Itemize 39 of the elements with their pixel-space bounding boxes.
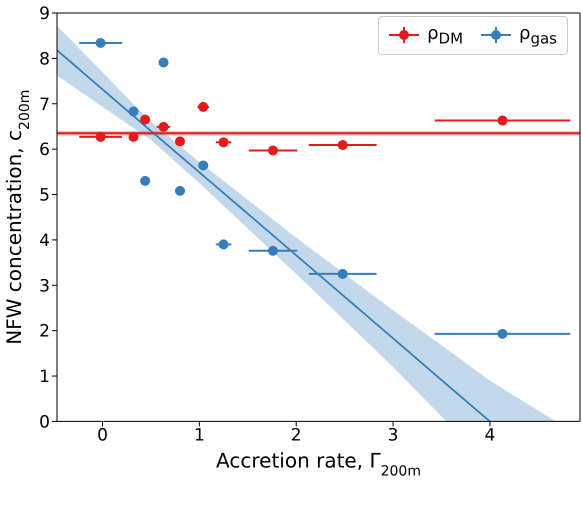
point bbox=[268, 145, 278, 156]
point bbox=[175, 136, 185, 146]
x-tick-label: 3 bbox=[388, 425, 398, 446]
point bbox=[96, 132, 106, 142]
point bbox=[338, 268, 348, 279]
y-tick-label: 5 bbox=[39, 186, 50, 206]
point bbox=[140, 114, 150, 125]
legend-label: ρ$_{DM}$ bbox=[427, 23, 464, 48]
y-tick-label: 1 bbox=[39, 367, 50, 388]
point bbox=[498, 116, 508, 126]
y-tick-label: 8 bbox=[39, 49, 50, 70]
y-tick-label: 4 bbox=[39, 230, 50, 251]
point bbox=[96, 38, 106, 48]
x-tick-label: 2 bbox=[290, 425, 302, 446]
line-series bbox=[57, 49, 491, 422]
point bbox=[128, 132, 139, 142]
y-tick-label: 7 bbox=[39, 94, 50, 115]
x-tick-label: 4 bbox=[484, 425, 496, 446]
point bbox=[158, 57, 169, 68]
point bbox=[128, 106, 139, 116]
point bbox=[338, 140, 348, 150]
point bbox=[268, 246, 278, 256]
point bbox=[140, 176, 150, 186]
y-tick-label: 3 bbox=[39, 276, 50, 296]
x-axis-title: Accretion rate, Γ$_{200m}$ bbox=[216, 448, 421, 480]
point bbox=[198, 102, 208, 112]
y-tick-label: 9 bbox=[39, 4, 50, 24]
y-tick-label: 2 bbox=[39, 322, 50, 342]
y-tick-label: 0 bbox=[39, 412, 50, 432]
point bbox=[498, 328, 508, 339]
x-tick-label: 1 bbox=[194, 425, 205, 446]
point bbox=[218, 239, 229, 250]
point bbox=[218, 137, 229, 148]
legend-label: ρ$_{gas}$ bbox=[519, 23, 557, 48]
y-tick-label: 6 bbox=[39, 140, 50, 160]
point bbox=[158, 122, 169, 132]
point bbox=[198, 160, 208, 170]
point bbox=[175, 186, 185, 196]
x-tick-label: 0 bbox=[97, 425, 108, 446]
